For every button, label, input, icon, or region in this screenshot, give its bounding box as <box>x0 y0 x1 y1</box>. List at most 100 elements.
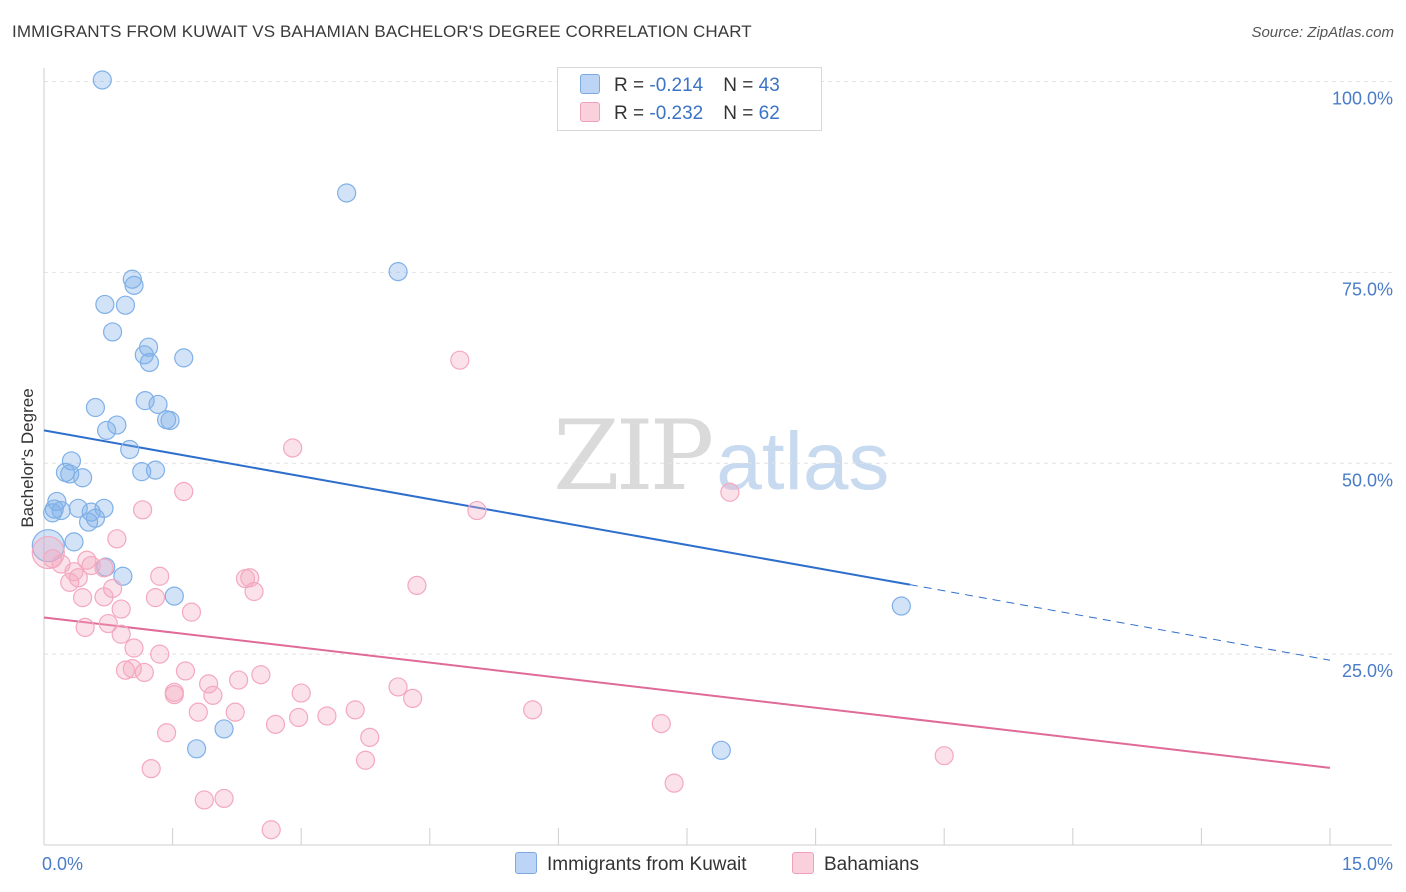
kuwait-point <box>164 586 184 606</box>
y-tick-label: 75.0% <box>1342 279 1393 299</box>
legend-r-value: -0.232 <box>649 103 704 124</box>
legend-r-label: R = <box>614 75 650 96</box>
bahamians-point <box>199 674 219 694</box>
bahamians-point <box>251 665 271 685</box>
bahamians-point <box>229 670 249 690</box>
x-tick-label: 0.0% <box>42 854 83 874</box>
bahamians-point <box>132 500 153 520</box>
bahamians-point <box>145 588 166 608</box>
bahamians-point <box>115 660 136 680</box>
legend-n-label: N = <box>723 75 759 96</box>
y-tick-label: 50.0% <box>1342 470 1393 490</box>
bahamians-point <box>265 714 286 734</box>
bahamians-point <box>156 723 177 743</box>
kuwait-point <box>115 295 136 315</box>
kuwait-point <box>187 739 207 759</box>
kuwait-point <box>85 397 106 418</box>
bahamians-point <box>181 602 202 622</box>
kuwait-point <box>107 415 127 435</box>
series-bahamians-points <box>31 350 954 840</box>
watermark: ZIPatlas <box>553 400 889 512</box>
kuwait-point <box>47 491 67 512</box>
grid-lines <box>44 81 1392 655</box>
legend-row-bahamians: R = -0.232 N = 62 <box>580 102 780 126</box>
kuwait-point <box>174 348 194 368</box>
bahamians-point <box>124 638 144 658</box>
bahamians-point <box>360 727 380 747</box>
bahamians-point <box>31 535 65 570</box>
kuwait-point <box>113 566 133 586</box>
legend-n-label: N = <box>723 103 759 124</box>
kuwait-point <box>72 468 93 488</box>
bahamians-point <box>407 575 427 596</box>
bottom-legend-bahamians: Bahamians <box>792 852 919 876</box>
bahamians-point <box>75 617 95 638</box>
bottom-swatch-kuwait <box>515 852 537 874</box>
bahamians-point <box>203 685 223 705</box>
legend-swatch-bahamians <box>580 102 600 122</box>
bahamians-point <box>72 588 93 608</box>
bottom-legend-kuwait: Immigrants from Kuwait <box>515 852 747 876</box>
kuwait-point <box>711 740 731 760</box>
bahamians-point <box>60 572 80 592</box>
trend-lines <box>43 429 1331 769</box>
bahamians-point <box>261 820 281 840</box>
kuwait-point <box>139 352 160 373</box>
bahamians-point <box>317 706 337 726</box>
kuwait-point <box>388 262 408 282</box>
bahamians-point <box>111 624 131 644</box>
bahamians-point <box>175 661 196 681</box>
bahamians-point <box>283 438 303 458</box>
bahamians-point <box>291 683 311 703</box>
bahamians-point <box>111 599 131 619</box>
bahamians-point <box>150 644 170 664</box>
bahamians-point <box>664 773 684 793</box>
bahamians-trend-line <box>43 616 1331 769</box>
kuwait-trend-extension <box>909 584 1331 661</box>
kuwait-point <box>214 719 234 739</box>
bahamians-point <box>289 707 309 728</box>
kuwait-point <box>68 498 88 518</box>
bahamians-point <box>94 558 114 578</box>
axes <box>43 68 1392 846</box>
y-tick-label: 100.0% <box>1332 89 1393 109</box>
bahamians-point <box>467 500 487 521</box>
bottom-swatch-bahamians <box>792 852 814 874</box>
bahamians-point <box>164 684 184 705</box>
kuwait-point <box>160 410 180 431</box>
kuwait-point <box>42 503 63 523</box>
legend-r-label: R = <box>614 103 650 124</box>
legend-row-kuwait: R = -0.214 N = 43 <box>580 74 780 98</box>
y-tick-label: 25.0% <box>1342 661 1393 681</box>
bahamians-point <box>720 482 740 502</box>
kuwait-point <box>124 275 144 295</box>
kuwait-point <box>337 183 357 203</box>
kuwait-point <box>132 462 152 482</box>
source-label: Source: ZipAtlas.com <box>1251 24 1394 41</box>
bahamians-point <box>68 568 88 588</box>
bahamians-point <box>94 587 114 607</box>
tick-labels: 25.0% 50.0% 75.0% 100.0% 0.0% 15.0% <box>42 89 1393 875</box>
legend-n-value: 62 <box>758 103 780 124</box>
data-points <box>31 70 954 840</box>
kuwait-point <box>891 596 911 616</box>
kuwait-point <box>135 391 155 411</box>
bahamians-point <box>134 662 154 683</box>
bottom-legend-label-kuwait: Immigrants from Kuwait <box>547 854 747 875</box>
kuwait-point <box>145 460 166 480</box>
bahamians-point <box>214 788 234 809</box>
bahamians-point <box>107 529 127 549</box>
bahamians-point <box>141 759 161 779</box>
kuwait-point <box>95 294 115 315</box>
watermark-zip: ZIP <box>553 400 714 512</box>
stats-legend: R = -0.214 N = 43 R = -0.232 N = 62 <box>557 67 822 131</box>
bahamians-point <box>244 581 264 602</box>
bahamians-point <box>122 659 142 679</box>
kuwait-point <box>92 70 112 90</box>
bahamians-point <box>188 702 208 722</box>
bahamians-point <box>934 746 954 766</box>
kuwait-point <box>60 464 80 484</box>
legend-r-value: -0.214 <box>649 75 704 96</box>
bahamians-point <box>450 350 470 370</box>
